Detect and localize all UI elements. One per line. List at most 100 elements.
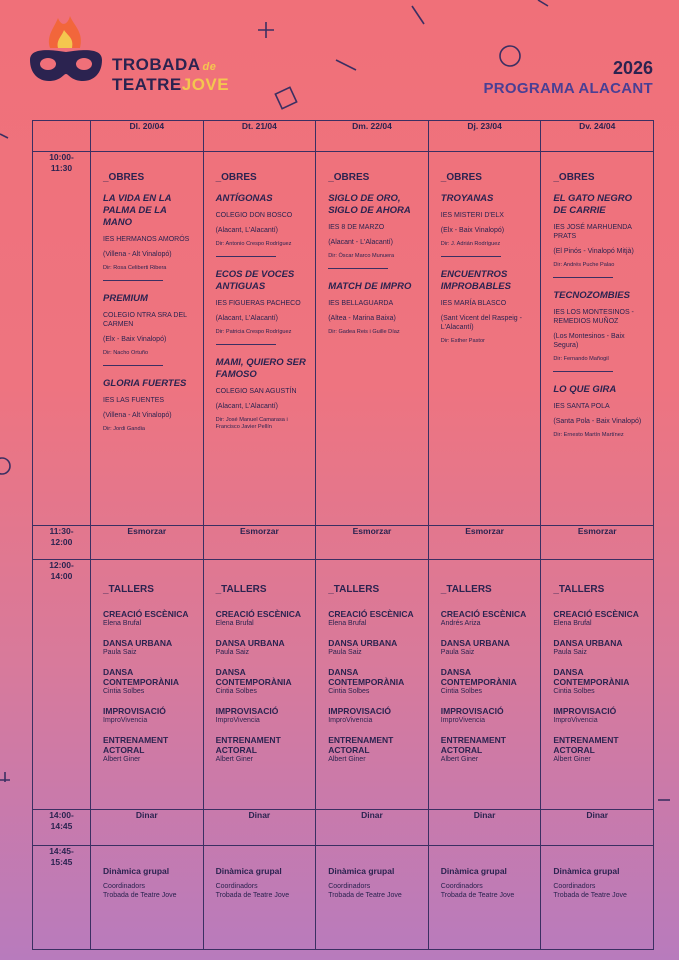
lunch-cell: Dinar [427,809,542,846]
day-header: Dv. 24/04 [540,120,654,152]
workshop-instructor: Cintia Solbes [215,688,257,695]
breakfast-cell: Esmorzar [427,525,542,560]
play-director: Dir: J. Adrián Rodríguez [440,241,501,247]
play-entry: Lo que gira IES Santa Pola (Santa Pola - B… [553,384,647,439]
play-title: Gloria fuertes [103,378,187,389]
workshop-instructor: ImproVivencia [103,717,148,724]
separator-line [440,256,501,257]
workshop-entry: Creació escènica Andrés Ariza [441,609,537,628]
workshop-entry: Dansa contemporània Cintia Solbes [103,667,199,696]
workshop-instructor: Elena Brufal [553,620,592,627]
workshop-entry: Entrenament actoral Albert Giner [553,735,649,764]
workshop-name: Dansa urbana [440,638,510,648]
workshop-entry: Creació escènica Elena Brufal [216,609,312,628]
obres-heading: _OBRES [215,172,257,183]
workshop-name: Improvisació [215,706,279,716]
play-director: Dir: Óscar Marco Munuera [328,253,395,259]
play-entry: Troyanas IES Misteri d'Elx (Elx - Baix Vin… [441,193,535,248]
play-title: Premium [103,293,148,304]
play-location: (El Pinós - Vinalopó Mitjà) [553,248,634,255]
play-director: Dir: Fernando Mañogil [553,356,609,362]
workshop-entry: Improvisació ImproVivencia [216,706,312,725]
workshop-entry: Dansa urbana Paula Saiz [553,638,649,657]
play-entry: Encuentros improbables IES María Blasco (S… [441,269,535,345]
plays-cell: _OBRES Siglo de oro, siglo de ahora IES 8 … [315,151,429,526]
workshop-name: Dansa urbana [215,638,285,648]
school-name: IES Santa Pola [553,403,610,410]
tallers-heading: _TALLERS [553,584,605,595]
workshops-cell: _TALLERS Creació escènica Elena Brufal Dans… [202,559,317,810]
play-location: (Sant Vicent del Raspeig - L'Alacantí) [440,315,522,331]
workshop-instructor: ImproVivencia [553,717,598,724]
plays-cell: _OBRES Antígonas Colegio Don Bosco (Alacant… [202,151,317,526]
play-entry: El gato negro de Carrie IES José Marhuend… [553,193,647,269]
play-director: Dir: Antonio Crespo Rodríguez [215,241,292,247]
workshop-name: Dansa contemporània [328,667,405,687]
play-title: Ecos de voces antiguas [215,269,295,292]
school-name: IES 8 de Marzo [328,224,385,231]
lunch-cell: Dinar [90,809,204,846]
workshop-name: Creació escènica [553,609,639,619]
workshop-name: Dansa urbana [103,638,173,648]
workshop-instructor: Cintia Solbes [553,688,595,695]
workshop-instructor: Elena Brufal [103,620,142,627]
play-title: La vida en la palma de la mano [103,193,172,228]
dynamic-row: 14:45- 15:45 Dinàmica grupal Coordinadors… [32,845,654,950]
school-name: IES Misteri d'Elx [440,212,504,219]
school-name: Colegio Ntra Sra del Carmen [103,312,187,328]
workshop-entry: Entrenament actoral Albert Giner [103,735,199,764]
school-name: IES Los Montesinos - Remedios Muñoz [553,309,634,325]
dynamic-cell: Dinàmica grupal Coordinadors Trobada de Te… [427,845,542,950]
schedule-table: Dl. 20/04 Dt. 21/04 Dm. 22/04 Dj. 23/04 … [32,120,654,950]
workshops-row: 12:00- 14:00 _TALLERS Creació escènica Ele… [32,559,654,810]
play-title: Troyanas [440,193,494,204]
workshop-instructor: Paula Saiz [103,649,137,656]
school-name: IES María Blasco [440,300,507,307]
workshop-entry: Improvisació ImproVivencia [328,706,424,725]
play-director: Dir: Andrés Puche Palao [553,262,615,268]
workshop-instructor: Albert Giner [103,756,141,763]
plays-cell: _OBRES Troyanas IES Misteri d'Elx (Elx - Ba… [427,151,542,526]
lunch-cell: Dinar [540,809,654,846]
play-location: (Los Montesinos - Baix Segura) [553,333,625,349]
workshop-entry: Improvisació ImproVivencia [103,706,199,725]
play-title: Lo que gira [553,384,617,395]
play-director: Dir: Ernesto Martín Martínez [553,432,624,438]
workshop-instructor: Albert Giner [328,756,366,763]
workshop-instructor: Cintia Solbes [103,688,145,695]
play-director: Dir: Jordi Gandia [103,426,145,432]
breakfast-row: 11:30- 12:00 Esmorzar Esmorzar Esmorzar … [32,525,654,560]
school-name: Colegio San Agustín [215,388,297,395]
play-title: Antígonas [215,193,273,204]
workshop-entry: Dansa contemporània Cintia Solbes [328,667,424,696]
workshop-entry: Dansa contemporània Cintia Solbes [441,667,537,696]
time-slot: 14:00- 14:45 [32,809,91,846]
play-director: Dir: Gadea Reis i Guille Díaz [328,329,400,335]
workshops-cell: _TALLERS Creació escènica Elena Brufal Dans… [540,559,654,810]
school-name: IES Las Fuentes [103,397,165,404]
workshop-instructor: ImproVivencia [440,717,486,724]
play-entry: La vida en la palma de la mano IES Herman… [103,193,197,272]
days-header-row: Dl. 20/04 Dt. 21/04 Dm. 22/04 Dj. 23/04 … [32,120,654,152]
workshop-instructor: Paula Saiz [553,649,587,656]
workshop-instructor: Albert Giner [553,756,591,763]
workshop-instructor: Paula Saiz [215,649,250,656]
workshop-instructor: Cintia Solbes [440,688,483,695]
lunch-cell: Dinar [315,809,429,846]
play-location: (Altea - Marina Baixa) [328,315,396,322]
play-entry: Siglo de oro, siglo de ahora IES 8 de Mar… [328,193,422,260]
play-entry: Match de impro IES Bellaguarda (Altea - Ma… [328,281,422,336]
school-name: IES Bellaguarda [328,300,394,307]
workshop-name: Improvisació [103,706,166,716]
time-slot: 10:00- 11:30 [32,151,91,526]
obres-heading: _OBRES [328,172,370,183]
workshop-entry: Creació escènica Elena Brufal [328,609,424,628]
workshop-name: Entrenament actoral [440,735,506,755]
workshop-instructor: Paula Saiz [440,649,475,656]
workshop-entry: Creació escènica Elena Brufal [553,609,649,628]
workshop-instructor: Cintia Solbes [328,688,370,695]
play-title: Mami, quiero ser famoso [215,357,306,380]
tallers-heading: _TALLERS [215,584,267,595]
workshop-name: Entrenament actoral [328,735,394,755]
